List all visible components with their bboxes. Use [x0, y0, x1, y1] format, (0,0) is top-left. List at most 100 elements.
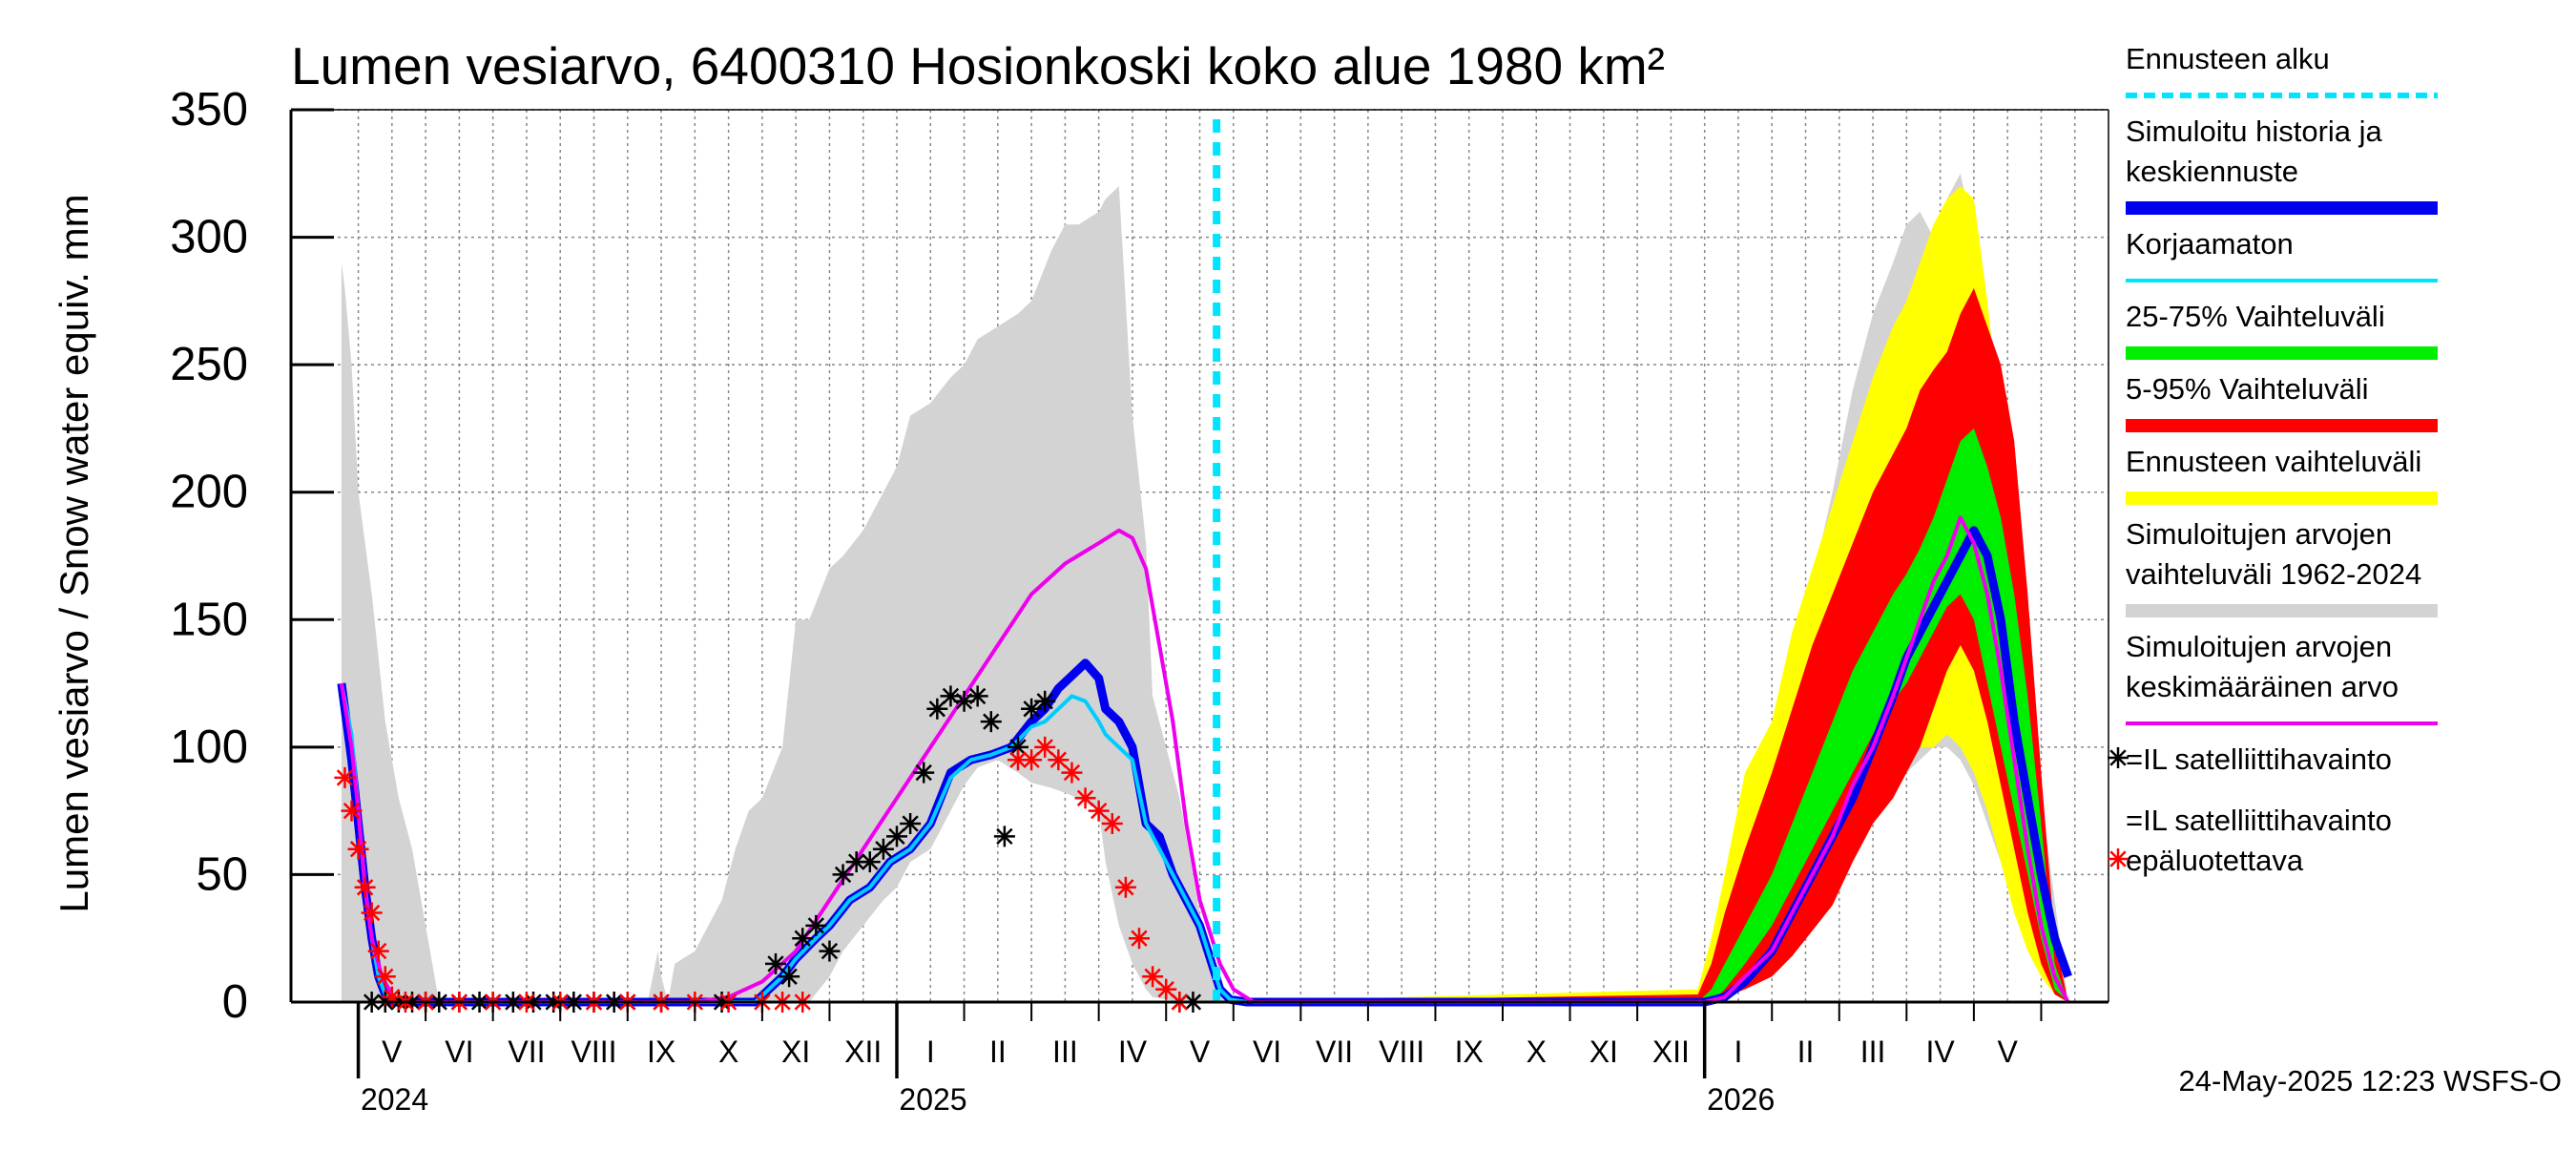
legend-item: Simuloitu historia ja keskiennuste — [2126, 115, 2438, 215]
grid — [291, 109, 2109, 1002]
month-label: X — [718, 1035, 738, 1069]
y-tick-label: 150 — [170, 594, 248, 645]
month-label: VI — [445, 1035, 473, 1069]
chart-title: Lumen vesiarvo, 6400310 Hosionkoski koko… — [291, 36, 1665, 95]
asterisk-stroke — [928, 700, 945, 718]
asterisk-stroke — [336, 769, 354, 786]
data-point — [374, 966, 396, 988]
y-tick-label: 200 — [170, 467, 248, 518]
asterisk-stroke — [1157, 980, 1174, 998]
legend-label: vaihteluväli 1962-2024 — [2126, 557, 2421, 591]
legend: Ennusteen alku Simuloitu historia ja keski… — [2108, 42, 2438, 877]
y-tick-label: 300 — [170, 212, 248, 263]
asterisk-stroke — [1117, 879, 1134, 896]
data-point — [966, 685, 988, 707]
data-point — [1034, 690, 1056, 712]
y-tick-label: 100 — [170, 721, 248, 773]
asterisk-stroke — [794, 930, 811, 947]
month-label: IX — [1455, 1035, 1484, 1069]
asterisk-stroke — [1009, 739, 1027, 756]
asterisk-stroke — [915, 763, 932, 782]
legend-label: Simuloitu historia ja — [2126, 115, 2383, 148]
data-point — [859, 851, 881, 873]
asterisk-stroke — [1091, 802, 1108, 820]
legend-label: Simuloitujen arvojen — [2126, 630, 2392, 663]
data-point — [1061, 762, 1083, 784]
month-label: VII — [1316, 1035, 1353, 1069]
asterisk-stroke — [821, 942, 839, 960]
month-label: III — [1860, 1035, 1886, 1069]
asterisk-stroke — [1131, 930, 1148, 947]
asterisk-stroke — [969, 687, 987, 705]
legend-label: 25-75% Vaihteluväli — [2126, 300, 2385, 333]
data-point — [872, 838, 894, 860]
asterisk-stroke — [2109, 749, 2127, 766]
legend-label: Korjaamaton — [2126, 227, 2294, 261]
legend-item: Simuloitujen arvojen vaihteluväli 1962-20… — [2126, 517, 2438, 617]
legend-label: epäluotettava — [2126, 844, 2304, 877]
legend-label: 5-95% Vaihteluväli — [2126, 372, 2368, 406]
month-label: IV — [1118, 1035, 1148, 1069]
data-point — [779, 966, 800, 988]
asterisk-stroke — [349, 841, 367, 858]
month-label: XI — [781, 1035, 810, 1069]
asterisk-stroke — [834, 866, 852, 884]
asterisk-stroke — [1009, 751, 1027, 768]
data-point — [1129, 928, 1150, 950]
month-label: VII — [508, 1035, 545, 1069]
data-point — [913, 762, 935, 784]
asterisk-stroke — [343, 802, 361, 820]
band-d3d3d3 — [341, 173, 2068, 1003]
asterisk-stroke — [1049, 751, 1067, 768]
y-tick-label: 50 — [196, 848, 248, 900]
legend-label: keskiennuste — [2126, 155, 2298, 188]
y-tick-label: 0 — [222, 976, 248, 1028]
legend-item: =IL satelliittihavainto epäluotettava — [2108, 804, 2392, 877]
data-point — [792, 928, 814, 950]
data-point — [900, 813, 922, 834]
asterisk-stroke — [862, 853, 879, 870]
y-tick-label: 350 — [170, 84, 248, 136]
month-label: V — [1190, 1035, 1211, 1069]
month-label: III — [1052, 1035, 1078, 1069]
month-label: IX — [647, 1035, 675, 1069]
asterisk-stroke — [983, 713, 1000, 730]
asterisk-stroke — [848, 853, 865, 870]
legend-item: =IL satelliittihavainto — [2108, 742, 2392, 776]
data-point — [926, 698, 948, 720]
month-label: II — [1797, 1035, 1815, 1069]
asterisk-icon — [2108, 747, 2129, 768]
data-point — [347, 838, 369, 860]
data-point — [334, 766, 356, 788]
legend-label: Ennusteen vaihteluväli — [2126, 445, 2421, 478]
data-point — [1074, 787, 1096, 809]
month-label: V — [1997, 1035, 2018, 1069]
asterisk-stroke — [902, 815, 919, 832]
month-label: XII — [844, 1035, 882, 1069]
year-label: 2026 — [1707, 1082, 1775, 1117]
asterisk-stroke — [807, 917, 824, 934]
data-point — [1155, 978, 1177, 1000]
data-point — [832, 864, 854, 886]
year-label: 2025 — [899, 1082, 966, 1117]
month-label: I — [926, 1035, 935, 1069]
legend-item: Ennusteen vaihteluväli — [2126, 445, 2438, 505]
data-point — [1101, 813, 1123, 834]
asterisk-stroke — [1104, 815, 1121, 832]
legend-item: Korjaamaton — [2126, 227, 2438, 282]
asterisk-stroke — [1036, 693, 1053, 710]
data-point — [886, 826, 907, 847]
asterisk-stroke — [875, 841, 892, 858]
legend-label: Simuloitujen arvojen — [2126, 517, 2392, 551]
data-point — [367, 940, 389, 962]
month-label: IV — [1925, 1035, 1955, 1069]
asterisk-stroke — [767, 955, 784, 972]
data-point — [1008, 736, 1028, 758]
month-label: I — [1734, 1035, 1742, 1069]
year-label: 2024 — [361, 1082, 428, 1117]
month-label: XI — [1589, 1035, 1618, 1069]
month-label: II — [989, 1035, 1007, 1069]
data-point — [805, 914, 827, 936]
